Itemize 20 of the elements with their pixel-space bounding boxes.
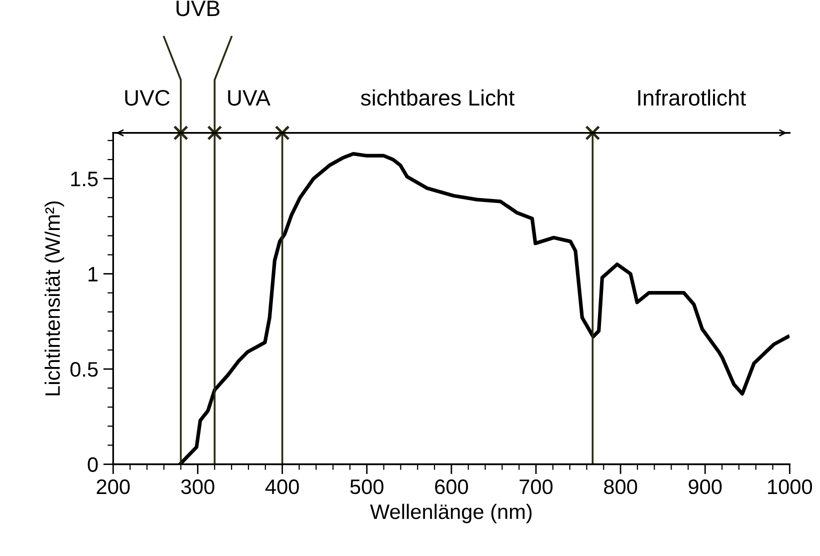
x-tick-label: 600 xyxy=(435,479,468,494)
x-tick-label: 700 xyxy=(520,479,553,494)
text: Infrarotlicht xyxy=(638,89,746,106)
y-tick-label: 0 xyxy=(88,457,98,472)
x-tick-label: 200 xyxy=(96,479,130,494)
y-tick-label: 1 xyxy=(88,267,98,282)
y-axis-title: Lichtintensität (W/m²) xyxy=(44,201,64,396)
y-tick-label: 0.5 xyxy=(70,362,98,377)
text: sichtbares Licht xyxy=(360,89,514,106)
x-tick-label: 300 xyxy=(181,479,214,494)
y-tick-label: 1.5 xyxy=(71,172,98,186)
x-axis-title: Wellenlänge (nm) xyxy=(370,504,532,524)
x-tick-label: 400 xyxy=(265,479,299,494)
x-tick-label: 500 xyxy=(350,479,384,494)
x-tick-label: 900 xyxy=(688,479,722,494)
x-tick-label: 1000 xyxy=(768,479,812,494)
text: UVA xyxy=(228,90,270,106)
text: UVB xyxy=(176,0,220,16)
x-tick-label: 800 xyxy=(604,479,638,494)
text: UVC xyxy=(125,90,170,106)
